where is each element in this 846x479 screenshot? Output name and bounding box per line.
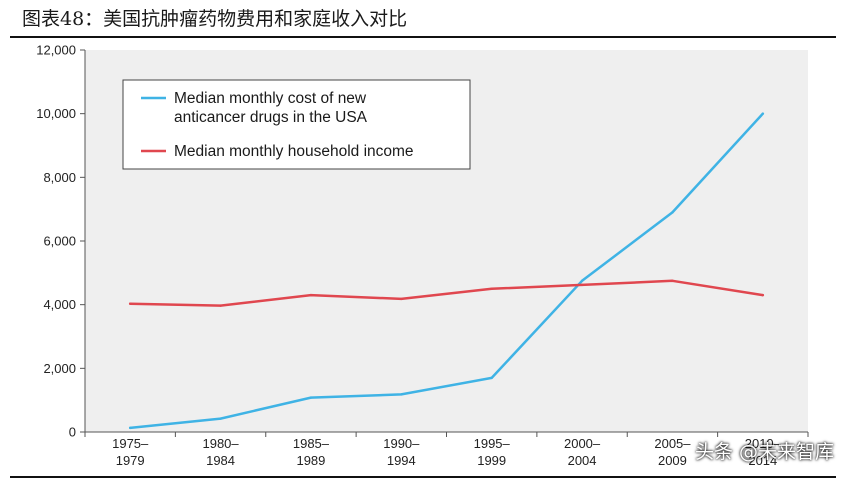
y-tick-label: 6,000 [43,234,76,249]
data-point [761,112,765,115]
household-income-line [128,279,765,307]
y-tick-label: 0 [69,425,76,440]
data-point [128,426,132,430]
data-point [400,393,403,396]
y-tick-label: 2,000 [43,361,76,376]
x-tick-label: 1990– [383,436,420,451]
x-tick-label: 2005– [654,436,691,451]
x-tick-label: 1985– [293,436,330,451]
x-tick-label: 2004 [568,453,597,468]
data-point [219,304,222,307]
y-tick-label: 10,000 [36,106,76,121]
data-point [671,211,674,214]
drug-cost-line [128,112,765,430]
legend-label: anticancer drugs in the USA [174,109,368,126]
x-tick-label: 2010– [745,436,782,451]
y-tick-label: 8,000 [43,170,76,185]
top-rule [10,36,836,38]
data-point [580,283,584,287]
x-tick-label: 1995– [474,436,511,451]
x-tick-label: 1989 [296,453,325,468]
x-tick-label: 2000– [564,436,601,451]
x-tick-label: 1999 [477,453,506,468]
bottom-rule [10,476,836,478]
data-point [309,396,313,399]
x-tick-label: 1984 [206,453,235,468]
y-axis-ticks: 0 2,000 4,000 6,000 8,000 10,000 12,000 [36,43,808,440]
data-point [671,279,674,282]
x-tick-label: 2009 [658,453,687,468]
x-tick-label: 1979 [116,453,145,468]
legend: Median monthly cost of new anticancer dru… [122,79,471,170]
x-tick-label: 1994 [387,453,416,468]
data-point [490,376,493,380]
watermark-text: 头条 @未来智库 [694,441,834,463]
data-point [490,287,493,290]
legend-label: Median monthly household income [174,143,414,160]
y-tick-label: 12,000 [36,43,76,58]
x-tick-label: 2014 [748,453,777,468]
data-point [580,279,584,282]
data-point [219,417,222,420]
x-tick-label: 1980– [202,436,239,451]
data-point [400,297,403,301]
legend-box [122,79,471,170]
data-point [128,302,132,305]
figure-title: 图表48：美国抗肿瘤药物费用和家庭收入对比 [22,8,408,30]
series-lines [128,112,765,430]
data-point [309,293,313,297]
y-tick-label: 4,000 [43,297,76,312]
x-axis-ticks: 1975– 1979 1980– 1984 1985– 1989 1990– 1994 1995… [84,432,809,468]
legend-label: Median monthly cost of new [174,90,367,107]
data-point [761,293,765,297]
x-tick-label: 1975– [112,436,149,451]
